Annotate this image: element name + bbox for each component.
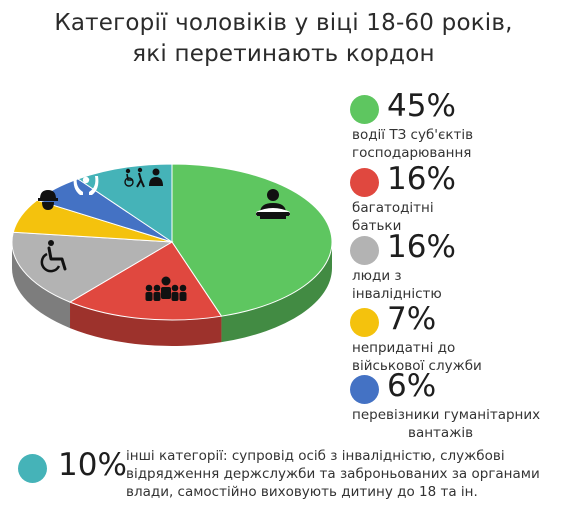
hands-care-icon	[73, 176, 99, 195]
legend-description-line: непридатні до	[352, 340, 456, 356]
legend-dot-green	[350, 95, 379, 124]
pie-slice-1	[171, 163, 333, 317]
legend-description-line: влади, самостійно виховують дитину до 18…	[126, 484, 478, 500]
legend-percent: 16%	[387, 229, 456, 265]
legend-dot-yellow	[350, 308, 379, 337]
legend-description-line: перевізники гуманітарних	[352, 407, 541, 423]
pie-icons	[38, 167, 290, 301]
legend-description: багатодітні батьки	[352, 199, 562, 235]
legend-description-line: багатодітні	[352, 200, 434, 216]
legend-description: непридатні до військової служби	[352, 339, 562, 375]
legend-description-line: інвалідністю	[352, 286, 442, 302]
legend-dot-teal	[18, 454, 47, 483]
pie-slice-6	[76, 163, 173, 243]
legend-description: водії ТЗ суб'єктів господарювання	[352, 126, 562, 162]
legend-description-line: люди з	[352, 268, 402, 284]
legend-description: перевізники гуманітарних вантажів	[352, 406, 562, 442]
pie-slice-side	[221, 242, 332, 343]
pie-slice-side	[70, 302, 222, 346]
chart-title-line-2: які перетинають кордон	[132, 41, 435, 67]
family-icon	[145, 276, 187, 301]
pie-slice-side	[12, 242, 71, 329]
wheelchair-icon	[40, 240, 67, 273]
steering-wheel-driver-icon	[256, 189, 290, 219]
legend-dot-blue	[350, 375, 379, 404]
legend-percent: 45%	[387, 88, 456, 124]
pie-side-walls	[12, 242, 332, 346]
legend-dot-red	[350, 168, 379, 197]
legend-description: люди з інвалідністю	[352, 267, 562, 303]
chart-title-line-1: Категорії чоловіків у віці 18-60 років,	[54, 10, 513, 36]
chart-title: Категорії чоловіків у віці 18-60 років, …	[0, 8, 567, 70]
legend-percent: 10%	[58, 447, 127, 483]
legend-description-line: вантажів	[408, 425, 474, 441]
pie-top-faces	[11, 163, 333, 321]
legend-description-line: батьки	[352, 218, 402, 234]
legend-description-line: інші категорії: супровід осіб з інвалідн…	[126, 448, 505, 464]
legend-item-other-categories: 10% інші категорії: супровід осіб з інва…	[18, 447, 567, 511]
legend-description-line: господарювання	[352, 145, 472, 161]
legend-description-line: військової служби	[352, 358, 482, 374]
pie-slice-3	[11, 231, 174, 303]
legend-description: інші категорії: супровід осіб з інвалідн…	[126, 447, 566, 501]
legend-percent: 6%	[387, 368, 437, 404]
disability-escort-icon	[124, 167, 163, 188]
legend-percent: 7%	[387, 301, 437, 337]
legend-percent: 16%	[387, 161, 456, 197]
legend-description-line: відрядження держслужби та заброньованих …	[126, 466, 540, 482]
helmet-worker-icon	[38, 190, 58, 210]
legend-dot-grey	[350, 236, 379, 265]
legend-description-line: водії ТЗ суб'єктів	[352, 127, 474, 143]
